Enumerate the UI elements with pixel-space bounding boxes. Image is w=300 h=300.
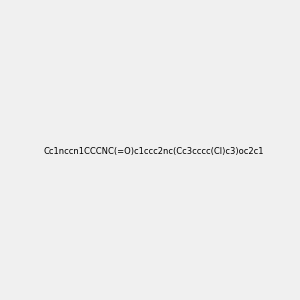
Text: Cc1nccn1CCCNC(=O)c1ccc2nc(Cc3cccc(Cl)c3)oc2c1: Cc1nccn1CCCNC(=O)c1ccc2nc(Cc3cccc(Cl)c3)… bbox=[44, 147, 264, 156]
